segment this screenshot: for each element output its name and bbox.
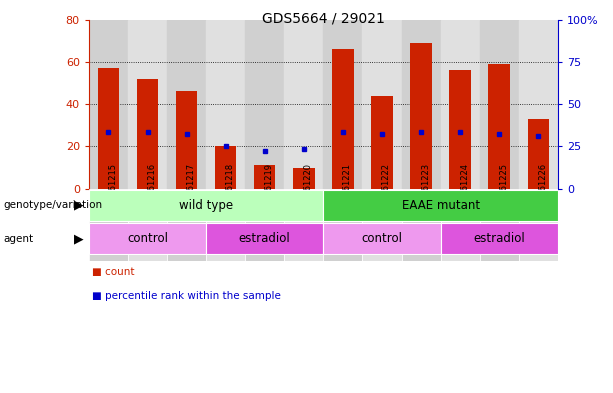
Bar	[441, 223, 558, 254]
Text: GSM1361222: GSM1361222	[382, 163, 391, 219]
Bar	[332, 49, 354, 189]
Bar	[324, 190, 558, 221]
Bar	[528, 119, 549, 189]
Text: genotype/variation: genotype/variation	[3, 200, 102, 210]
Text: ■ count: ■ count	[92, 267, 134, 277]
Text: estradiol: estradiol	[473, 232, 525, 245]
Bar	[176, 92, 197, 189]
Bar	[324, 223, 441, 254]
Text: GSM1361219: GSM1361219	[265, 163, 274, 219]
Bar	[441, 189, 480, 261]
Bar	[128, 20, 167, 189]
Bar	[293, 167, 314, 189]
Text: ▶: ▶	[74, 199, 83, 212]
Bar	[89, 20, 128, 189]
Bar	[245, 189, 284, 261]
Bar	[128, 189, 167, 261]
Bar	[89, 190, 324, 221]
Bar	[254, 165, 275, 189]
Text: GSM1361218: GSM1361218	[226, 163, 235, 219]
Text: ■ percentile rank within the sample: ■ percentile rank within the sample	[92, 291, 281, 301]
Text: estradiol: estradiol	[239, 232, 291, 245]
Bar	[215, 146, 237, 189]
Text: GSM1361215: GSM1361215	[109, 163, 118, 219]
Text: GSM1361224: GSM1361224	[460, 163, 469, 219]
Text: GSM1361223: GSM1361223	[421, 163, 430, 219]
Bar	[402, 189, 441, 261]
Bar	[206, 20, 245, 189]
Text: control: control	[127, 232, 168, 245]
Text: control: control	[362, 232, 403, 245]
Text: EAAE mutant: EAAE mutant	[402, 199, 479, 212]
Text: GSM1361217: GSM1361217	[186, 163, 196, 219]
Bar	[324, 20, 362, 189]
Bar	[324, 189, 362, 261]
Text: GSM1361225: GSM1361225	[499, 163, 508, 219]
Bar	[362, 189, 402, 261]
Bar	[206, 189, 245, 261]
Text: ▶: ▶	[74, 232, 83, 245]
Bar	[167, 20, 206, 189]
Bar	[449, 70, 471, 189]
Bar	[362, 20, 402, 189]
Text: GSM1361221: GSM1361221	[343, 163, 352, 219]
Bar	[89, 189, 128, 261]
Bar	[89, 223, 206, 254]
Bar	[519, 189, 558, 261]
Bar	[284, 20, 324, 189]
Bar	[137, 79, 158, 189]
Bar	[371, 95, 393, 189]
Bar	[97, 68, 119, 189]
Bar	[480, 20, 519, 189]
Bar	[402, 20, 441, 189]
Bar	[489, 64, 510, 189]
Text: agent: agent	[3, 234, 33, 244]
Bar	[284, 189, 324, 261]
Bar	[206, 223, 324, 254]
Bar	[480, 189, 519, 261]
Bar	[519, 20, 558, 189]
Text: GDS5664 / 29021: GDS5664 / 29021	[262, 12, 385, 26]
Text: GSM1361216: GSM1361216	[148, 163, 156, 219]
Text: GSM1361226: GSM1361226	[538, 163, 547, 219]
Bar	[410, 43, 432, 189]
Bar	[167, 189, 206, 261]
Text: wild type: wild type	[179, 199, 233, 212]
Bar	[441, 20, 480, 189]
Text: GSM1361220: GSM1361220	[304, 163, 313, 219]
Bar	[245, 20, 284, 189]
